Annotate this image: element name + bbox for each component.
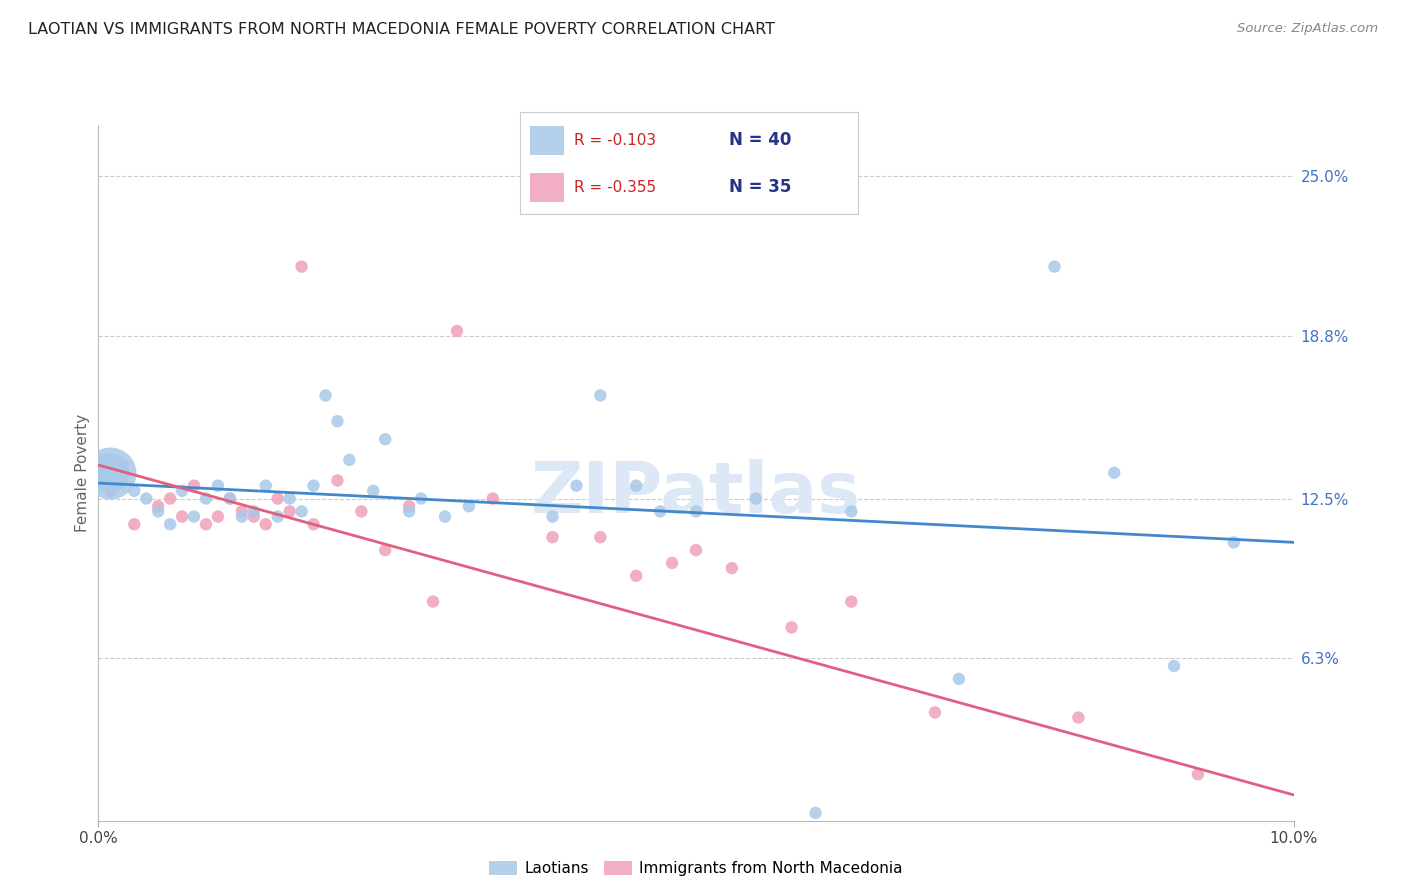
Point	[219, 491, 242, 506]
Point	[1223, 535, 1246, 549]
Point	[661, 556, 683, 570]
Point	[100, 483, 122, 498]
Point	[363, 483, 385, 498]
Point	[315, 388, 337, 402]
Point	[231, 504, 253, 518]
Y-axis label: Female Poverty: Female Poverty	[75, 414, 90, 532]
Point	[148, 504, 170, 518]
Point	[565, 478, 588, 492]
Point	[422, 594, 444, 608]
Text: N = 40: N = 40	[730, 131, 792, 149]
Point	[650, 504, 672, 518]
Bar	[530, 126, 564, 154]
Bar	[530, 173, 564, 202]
Point	[541, 530, 564, 544]
Point	[626, 569, 648, 583]
Point	[267, 491, 290, 506]
Point	[924, 706, 946, 720]
Point	[434, 509, 457, 524]
Point	[446, 324, 468, 338]
Point	[458, 500, 481, 514]
Point	[100, 466, 122, 480]
Point	[780, 620, 803, 634]
Point	[350, 504, 373, 518]
Point	[243, 504, 266, 518]
Point	[541, 509, 564, 524]
Text: ZIPatlas: ZIPatlas	[531, 459, 860, 528]
Point	[172, 483, 194, 498]
Point	[745, 491, 768, 506]
Point	[302, 478, 325, 492]
Point	[207, 509, 229, 524]
Point	[135, 491, 157, 506]
Point	[159, 517, 181, 532]
Point	[1043, 260, 1066, 274]
Point	[398, 504, 420, 518]
Point	[159, 491, 181, 506]
Point	[148, 500, 170, 514]
Legend: Laotians, Immigrants from North Macedonia: Laotians, Immigrants from North Macedoni…	[484, 855, 908, 882]
Point	[254, 517, 277, 532]
Point	[326, 414, 349, 428]
Point	[124, 517, 146, 532]
Point	[111, 458, 134, 472]
Point	[100, 466, 122, 480]
Point	[804, 805, 827, 820]
Point	[207, 478, 229, 492]
Text: R = -0.355: R = -0.355	[574, 180, 657, 195]
Point	[589, 388, 612, 402]
Point	[721, 561, 744, 575]
Point	[339, 453, 360, 467]
Point	[219, 491, 242, 506]
Text: N = 35: N = 35	[730, 178, 792, 196]
Point	[841, 594, 863, 608]
Point	[1104, 466, 1126, 480]
Point	[589, 530, 612, 544]
Point	[195, 517, 218, 532]
Point	[254, 478, 277, 492]
Point	[1187, 767, 1209, 781]
Point	[124, 483, 146, 498]
Point	[278, 504, 301, 518]
Point	[374, 432, 396, 446]
Point	[183, 478, 205, 492]
Point	[302, 517, 325, 532]
Text: LAOTIAN VS IMMIGRANTS FROM NORTH MACEDONIA FEMALE POVERTY CORRELATION CHART: LAOTIAN VS IMMIGRANTS FROM NORTH MACEDON…	[28, 22, 775, 37]
Point	[326, 474, 349, 488]
Point	[172, 509, 194, 524]
Point	[685, 543, 707, 558]
Point	[948, 672, 970, 686]
Point	[278, 491, 301, 506]
Point	[398, 500, 420, 514]
Point	[374, 543, 396, 558]
Point	[195, 491, 218, 506]
Point	[183, 509, 205, 524]
Point	[1067, 710, 1090, 724]
Point	[841, 504, 863, 518]
Point	[231, 509, 253, 524]
Text: Source: ZipAtlas.com: Source: ZipAtlas.com	[1237, 22, 1378, 36]
Point	[685, 504, 707, 518]
Point	[291, 504, 314, 518]
Point	[411, 491, 433, 506]
Point	[481, 491, 505, 506]
Point	[1163, 659, 1185, 673]
Point	[267, 509, 290, 524]
Point	[243, 509, 266, 524]
Point	[291, 260, 314, 274]
Text: R = -0.103: R = -0.103	[574, 133, 657, 148]
Point	[626, 478, 648, 492]
